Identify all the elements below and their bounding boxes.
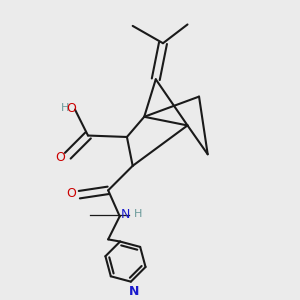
Text: N: N — [121, 208, 130, 221]
Text: H: H — [61, 103, 69, 113]
Text: O: O — [55, 151, 65, 164]
Text: O: O — [67, 102, 76, 115]
Text: O: O — [67, 187, 76, 200]
Text: H: H — [134, 209, 142, 219]
Text: N: N — [129, 285, 139, 298]
